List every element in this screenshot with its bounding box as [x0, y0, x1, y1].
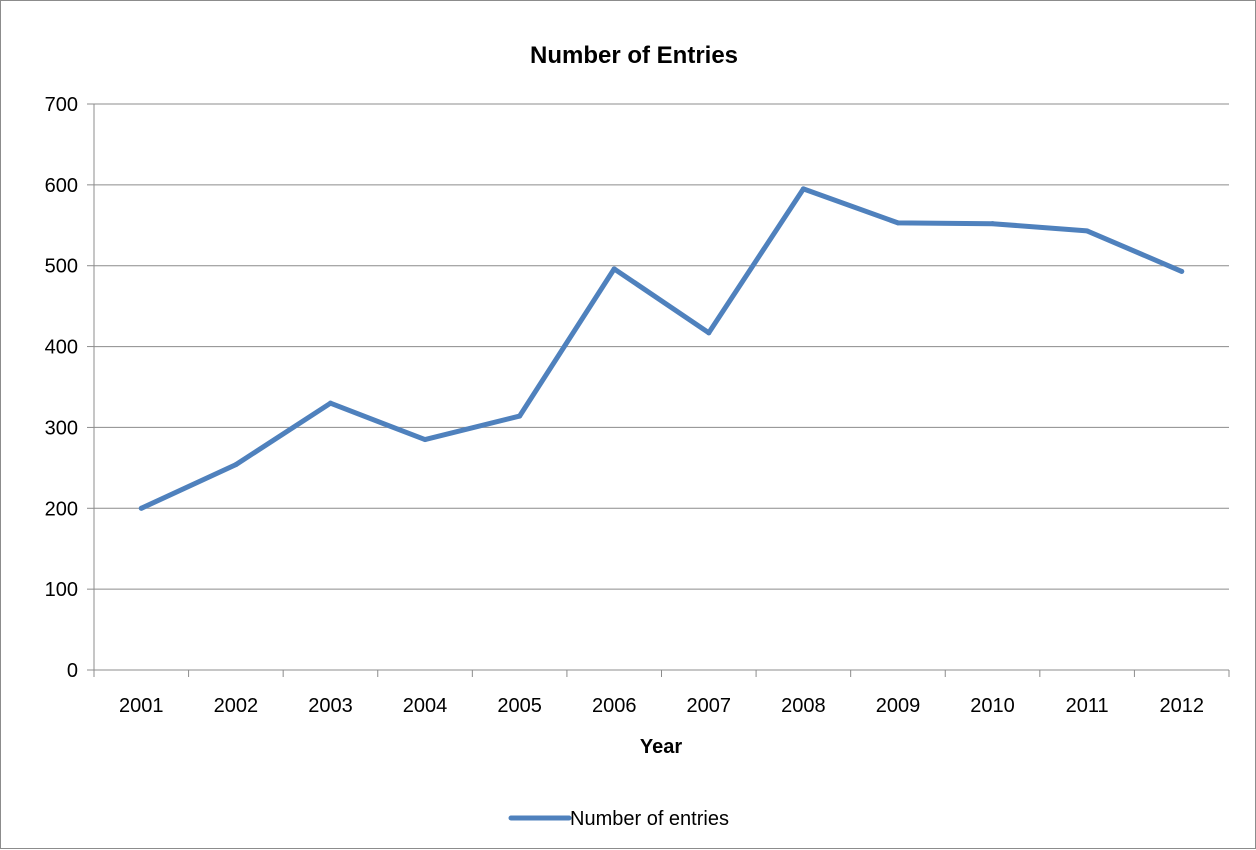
data-point-2011 — [1084, 228, 1090, 234]
x-tick-label-2012: 2012 — [1159, 695, 1204, 717]
x-axis-title: Year — [640, 736, 682, 758]
y-tick-label-600: 600 — [45, 175, 78, 197]
y-tick-label-100: 100 — [45, 579, 78, 601]
x-axis-ticks: 2001 2002 2003 2004 2005 2006 2007 2008 2009 2010… — [93, 670, 1230, 717]
series-line-0 — [138, 186, 1185, 511]
data-point-2003 — [327, 400, 333, 406]
legend-label-number-of-entries: Number of entries — [570, 808, 729, 830]
x-tick-label-2010: 2010 — [970, 695, 1015, 717]
x-tick-label-2004: 2004 — [403, 695, 448, 717]
y-tick-label-0: 0 — [67, 660, 78, 682]
legend: Number of entries — [508, 808, 729, 830]
data-point-2010 — [990, 221, 996, 227]
axes — [93, 104, 1229, 671]
data-point-2012 — [1179, 268, 1185, 274]
y-tick-label-400: 400 — [45, 337, 78, 359]
x-tick-label-2008: 2008 — [781, 695, 826, 717]
x-tick-label-2002: 2002 — [214, 695, 259, 717]
x-tick-label-2003: 2003 — [308, 695, 353, 717]
x-tick-label-2006: 2006 — [592, 695, 637, 717]
data-point-2002 — [233, 462, 239, 468]
data-point-2005 — [517, 413, 523, 419]
chart-title: Number of Entries — [530, 42, 738, 69]
x-tick-label-2007: 2007 — [687, 695, 732, 717]
x-tick-label-2011: 2011 — [1066, 695, 1109, 717]
data-point-2008 — [800, 186, 806, 192]
gridlines — [94, 103, 1229, 590]
y-tick-label-500: 500 — [45, 256, 78, 278]
y-tick-label-200: 200 — [45, 498, 78, 520]
data-point-2009 — [895, 220, 901, 226]
x-tick-label-2005: 2005 — [497, 695, 542, 717]
y-tick-label-300: 300 — [45, 417, 78, 439]
y-tick-label-700: 700 — [45, 94, 78, 116]
data-point-2004 — [422, 437, 428, 443]
series-group — [138, 186, 1185, 511]
y-axis-ticks: 0 100 200 300 400 500 600 700 — [45, 94, 94, 682]
data-point-2001 — [138, 505, 144, 511]
x-tick-label-2009: 2009 — [876, 695, 921, 717]
x-tick-label-2001: 2001 — [119, 695, 164, 717]
data-point-2007 — [706, 330, 712, 336]
data-point-2006 — [611, 266, 617, 272]
